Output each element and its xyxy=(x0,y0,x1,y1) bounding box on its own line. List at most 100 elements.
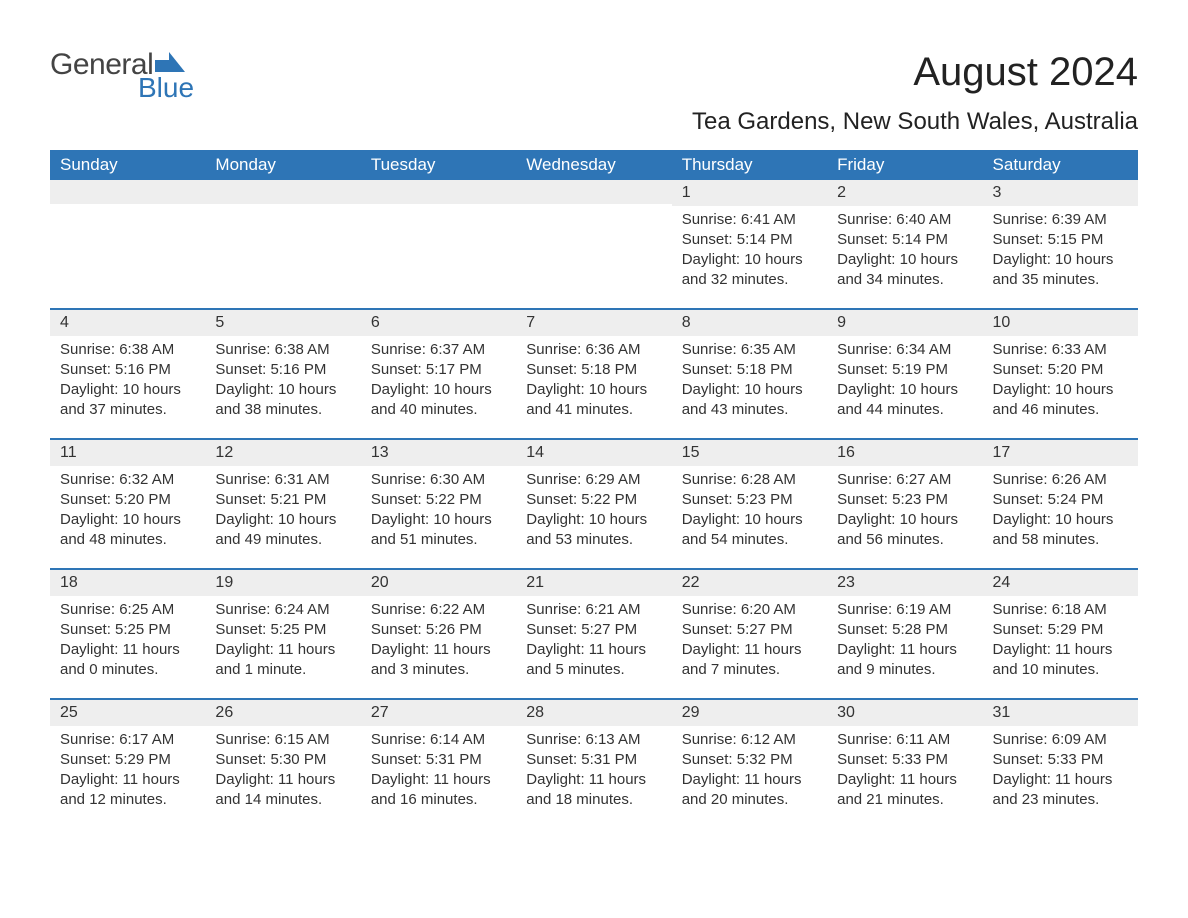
sunrise-text: Sunrise: 6:33 AM xyxy=(993,340,1128,360)
day-content: Sunrise: 6:28 AMSunset: 5:23 PMDaylight:… xyxy=(672,466,827,559)
sunrise-text: Sunrise: 6:38 AM xyxy=(215,340,350,360)
daylight-text: Daylight: 10 hours and 35 minutes. xyxy=(993,250,1128,291)
daylight-text: Daylight: 11 hours and 0 minutes. xyxy=(60,640,195,681)
calendar-day: 27Sunrise: 6:14 AMSunset: 5:31 PMDayligh… xyxy=(361,700,516,828)
calendar-day xyxy=(205,180,360,308)
daylight-text: Daylight: 10 hours and 54 minutes. xyxy=(682,510,817,551)
daylight-text: Daylight: 10 hours and 43 minutes. xyxy=(682,380,817,421)
calendar-day: 30Sunrise: 6:11 AMSunset: 5:33 PMDayligh… xyxy=(827,700,982,828)
sunset-text: Sunset: 5:19 PM xyxy=(837,360,972,380)
day-content: Sunrise: 6:38 AMSunset: 5:16 PMDaylight:… xyxy=(205,336,360,429)
page-title: August 2024 xyxy=(913,50,1138,95)
day-number: 14 xyxy=(516,440,671,466)
calendar-day: 6Sunrise: 6:37 AMSunset: 5:17 PMDaylight… xyxy=(361,310,516,438)
sunrise-text: Sunrise: 6:35 AM xyxy=(682,340,817,360)
daylight-text: Daylight: 11 hours and 23 minutes. xyxy=(993,770,1128,811)
sunrise-text: Sunrise: 6:17 AM xyxy=(60,730,195,750)
day-content: Sunrise: 6:40 AMSunset: 5:14 PMDaylight:… xyxy=(827,206,982,299)
daylight-text: Daylight: 11 hours and 14 minutes. xyxy=(215,770,350,811)
day-number: 17 xyxy=(983,440,1138,466)
day-number: 25 xyxy=(50,700,205,726)
sunrise-text: Sunrise: 6:21 AM xyxy=(526,600,661,620)
col-header-tuesday: Tuesday xyxy=(361,150,516,180)
day-content: Sunrise: 6:36 AMSunset: 5:18 PMDaylight:… xyxy=(516,336,671,429)
day-number: 9 xyxy=(827,310,982,336)
sunset-text: Sunset: 5:33 PM xyxy=(993,750,1128,770)
day-number: 20 xyxy=(361,570,516,596)
day-number: 19 xyxy=(205,570,360,596)
calendar-day: 29Sunrise: 6:12 AMSunset: 5:32 PMDayligh… xyxy=(672,700,827,828)
day-content: Sunrise: 6:33 AMSunset: 5:20 PMDaylight:… xyxy=(983,336,1138,429)
day-content xyxy=(361,204,516,216)
sunrise-text: Sunrise: 6:40 AM xyxy=(837,210,972,230)
day-number xyxy=(50,180,205,204)
sunset-text: Sunset: 5:23 PM xyxy=(682,490,817,510)
day-content: Sunrise: 6:24 AMSunset: 5:25 PMDaylight:… xyxy=(205,596,360,689)
day-content: Sunrise: 6:27 AMSunset: 5:23 PMDaylight:… xyxy=(827,466,982,559)
day-number: 1 xyxy=(672,180,827,206)
daylight-text: Daylight: 11 hours and 18 minutes. xyxy=(526,770,661,811)
sunset-text: Sunset: 5:31 PM xyxy=(526,750,661,770)
calendar-day: 14Sunrise: 6:29 AMSunset: 5:22 PMDayligh… xyxy=(516,440,671,568)
sunset-text: Sunset: 5:28 PM xyxy=(837,620,972,640)
sunset-text: Sunset: 5:22 PM xyxy=(526,490,661,510)
sunset-text: Sunset: 5:17 PM xyxy=(371,360,506,380)
sunrise-text: Sunrise: 6:22 AM xyxy=(371,600,506,620)
calendar-day: 4Sunrise: 6:38 AMSunset: 5:16 PMDaylight… xyxy=(50,310,205,438)
sunset-text: Sunset: 5:32 PM xyxy=(682,750,817,770)
sunset-text: Sunset: 5:18 PM xyxy=(526,360,661,380)
logo-text-blue: Blue xyxy=(138,74,194,102)
sunrise-text: Sunrise: 6:11 AM xyxy=(837,730,972,750)
day-number: 31 xyxy=(983,700,1138,726)
day-number: 22 xyxy=(672,570,827,596)
calendar: Sunday Monday Tuesday Wednesday Thursday… xyxy=(50,150,1138,828)
day-content: Sunrise: 6:38 AMSunset: 5:16 PMDaylight:… xyxy=(50,336,205,429)
sunrise-text: Sunrise: 6:27 AM xyxy=(837,470,972,490)
day-content: Sunrise: 6:19 AMSunset: 5:28 PMDaylight:… xyxy=(827,596,982,689)
calendar-day xyxy=(361,180,516,308)
sunset-text: Sunset: 5:29 PM xyxy=(993,620,1128,640)
sunset-text: Sunset: 5:25 PM xyxy=(60,620,195,640)
day-content: Sunrise: 6:13 AMSunset: 5:31 PMDaylight:… xyxy=(516,726,671,819)
day-content: Sunrise: 6:31 AMSunset: 5:21 PMDaylight:… xyxy=(205,466,360,559)
calendar-day: 5Sunrise: 6:38 AMSunset: 5:16 PMDaylight… xyxy=(205,310,360,438)
day-number: 27 xyxy=(361,700,516,726)
day-content xyxy=(205,204,360,216)
calendar-day: 20Sunrise: 6:22 AMSunset: 5:26 PMDayligh… xyxy=(361,570,516,698)
sunset-text: Sunset: 5:30 PM xyxy=(215,750,350,770)
calendar-day: 25Sunrise: 6:17 AMSunset: 5:29 PMDayligh… xyxy=(50,700,205,828)
day-number: 29 xyxy=(672,700,827,726)
calendar-day: 7Sunrise: 6:36 AMSunset: 5:18 PMDaylight… xyxy=(516,310,671,438)
calendar-day: 23Sunrise: 6:19 AMSunset: 5:28 PMDayligh… xyxy=(827,570,982,698)
sunrise-text: Sunrise: 6:31 AM xyxy=(215,470,350,490)
sunrise-text: Sunrise: 6:20 AM xyxy=(682,600,817,620)
daylight-text: Daylight: 10 hours and 46 minutes. xyxy=(993,380,1128,421)
day-content: Sunrise: 6:14 AMSunset: 5:31 PMDaylight:… xyxy=(361,726,516,819)
day-number xyxy=(205,180,360,204)
day-number: 11 xyxy=(50,440,205,466)
calendar-day: 11Sunrise: 6:32 AMSunset: 5:20 PMDayligh… xyxy=(50,440,205,568)
sunrise-text: Sunrise: 6:30 AM xyxy=(371,470,506,490)
daylight-text: Daylight: 10 hours and 38 minutes. xyxy=(215,380,350,421)
sunrise-text: Sunrise: 6:37 AM xyxy=(371,340,506,360)
calendar-day: 8Sunrise: 6:35 AMSunset: 5:18 PMDaylight… xyxy=(672,310,827,438)
sunrise-text: Sunrise: 6:14 AM xyxy=(371,730,506,750)
day-number: 6 xyxy=(361,310,516,336)
calendar-week: 25Sunrise: 6:17 AMSunset: 5:29 PMDayligh… xyxy=(50,698,1138,828)
daylight-text: Daylight: 10 hours and 44 minutes. xyxy=(837,380,972,421)
day-content: Sunrise: 6:21 AMSunset: 5:27 PMDaylight:… xyxy=(516,596,671,689)
daylight-text: Daylight: 11 hours and 10 minutes. xyxy=(993,640,1128,681)
calendar-day: 3Sunrise: 6:39 AMSunset: 5:15 PMDaylight… xyxy=(983,180,1138,308)
day-content: Sunrise: 6:18 AMSunset: 5:29 PMDaylight:… xyxy=(983,596,1138,689)
sunset-text: Sunset: 5:21 PM xyxy=(215,490,350,510)
calendar-day: 10Sunrise: 6:33 AMSunset: 5:20 PMDayligh… xyxy=(983,310,1138,438)
day-content: Sunrise: 6:41 AMSunset: 5:14 PMDaylight:… xyxy=(672,206,827,299)
day-number: 10 xyxy=(983,310,1138,336)
calendar-week: 18Sunrise: 6:25 AMSunset: 5:25 PMDayligh… xyxy=(50,568,1138,698)
daylight-text: Daylight: 10 hours and 34 minutes. xyxy=(837,250,972,291)
sunrise-text: Sunrise: 6:29 AM xyxy=(526,470,661,490)
day-content: Sunrise: 6:15 AMSunset: 5:30 PMDaylight:… xyxy=(205,726,360,819)
daylight-text: Daylight: 10 hours and 48 minutes. xyxy=(60,510,195,551)
daylight-text: Daylight: 10 hours and 49 minutes. xyxy=(215,510,350,551)
col-header-friday: Friday xyxy=(827,150,982,180)
